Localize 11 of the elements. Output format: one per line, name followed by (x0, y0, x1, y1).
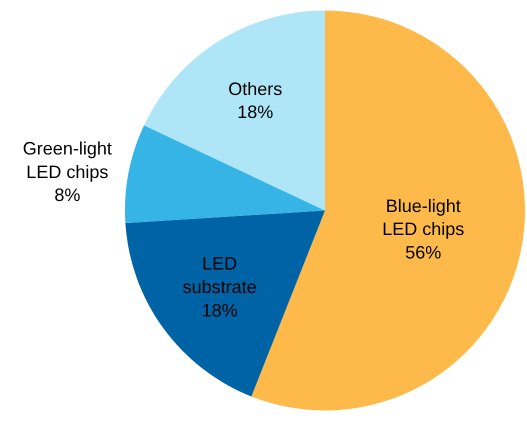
slice-label: Others (228, 78, 282, 99)
pie-slice (144, 10, 325, 210)
data-label: 18% (202, 300, 238, 320)
data-label: 8% (54, 185, 80, 206)
data-label: 18% (237, 102, 274, 122)
slice-label: LED substrate (182, 254, 257, 298)
slice-label: Green-light LED chips (22, 138, 112, 182)
slice-label: Blue-light LED chips (382, 196, 464, 240)
pie-slice (125, 210, 325, 396)
pie-slice (125, 125, 325, 224)
data-label: 56% (405, 242, 442, 263)
